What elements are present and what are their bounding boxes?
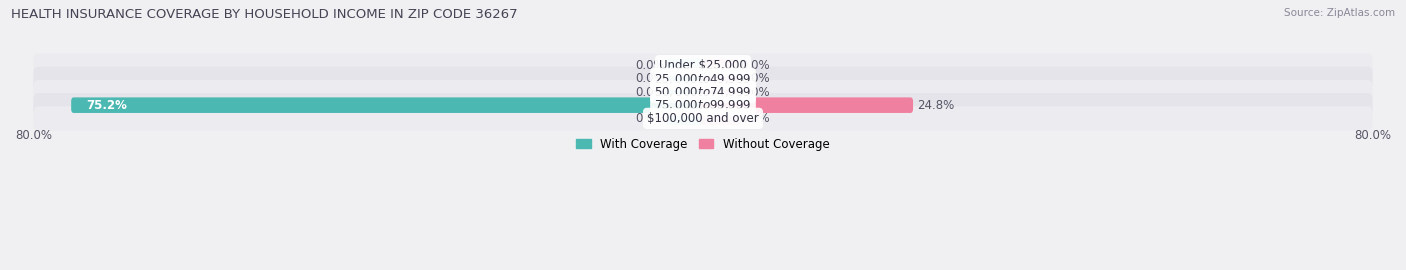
Text: 0.0%: 0.0% xyxy=(741,112,770,125)
FancyBboxPatch shape xyxy=(34,67,1372,91)
FancyBboxPatch shape xyxy=(666,58,706,73)
FancyBboxPatch shape xyxy=(700,58,740,73)
FancyBboxPatch shape xyxy=(34,54,1372,78)
FancyBboxPatch shape xyxy=(700,84,740,100)
Text: Source: ZipAtlas.com: Source: ZipAtlas.com xyxy=(1284,8,1395,18)
FancyBboxPatch shape xyxy=(700,111,740,126)
FancyBboxPatch shape xyxy=(700,97,912,113)
Text: 0.0%: 0.0% xyxy=(741,86,770,99)
FancyBboxPatch shape xyxy=(34,93,1372,117)
Text: $75,000 to $99,999: $75,000 to $99,999 xyxy=(654,98,752,112)
Text: 0.0%: 0.0% xyxy=(636,72,665,85)
FancyBboxPatch shape xyxy=(666,71,706,87)
Text: Under $25,000: Under $25,000 xyxy=(659,59,747,72)
Text: $25,000 to $49,999: $25,000 to $49,999 xyxy=(654,72,752,86)
Text: $100,000 and over: $100,000 and over xyxy=(647,112,759,125)
FancyBboxPatch shape xyxy=(34,80,1372,104)
Text: HEALTH INSURANCE COVERAGE BY HOUSEHOLD INCOME IN ZIP CODE 36267: HEALTH INSURANCE COVERAGE BY HOUSEHOLD I… xyxy=(11,8,517,21)
Legend: With Coverage, Without Coverage: With Coverage, Without Coverage xyxy=(572,133,834,155)
Text: 0.0%: 0.0% xyxy=(741,72,770,85)
FancyBboxPatch shape xyxy=(72,97,706,113)
Text: 0.0%: 0.0% xyxy=(636,59,665,72)
FancyBboxPatch shape xyxy=(666,84,706,100)
FancyBboxPatch shape xyxy=(700,71,740,87)
Text: 0.0%: 0.0% xyxy=(741,59,770,72)
Text: 0.0%: 0.0% xyxy=(636,86,665,99)
FancyBboxPatch shape xyxy=(666,111,706,126)
Text: 24.8%: 24.8% xyxy=(917,99,955,112)
Text: $50,000 to $74,999: $50,000 to $74,999 xyxy=(654,85,752,99)
FancyBboxPatch shape xyxy=(34,106,1372,130)
Text: 75.2%: 75.2% xyxy=(86,99,127,112)
Text: 0.0%: 0.0% xyxy=(636,112,665,125)
